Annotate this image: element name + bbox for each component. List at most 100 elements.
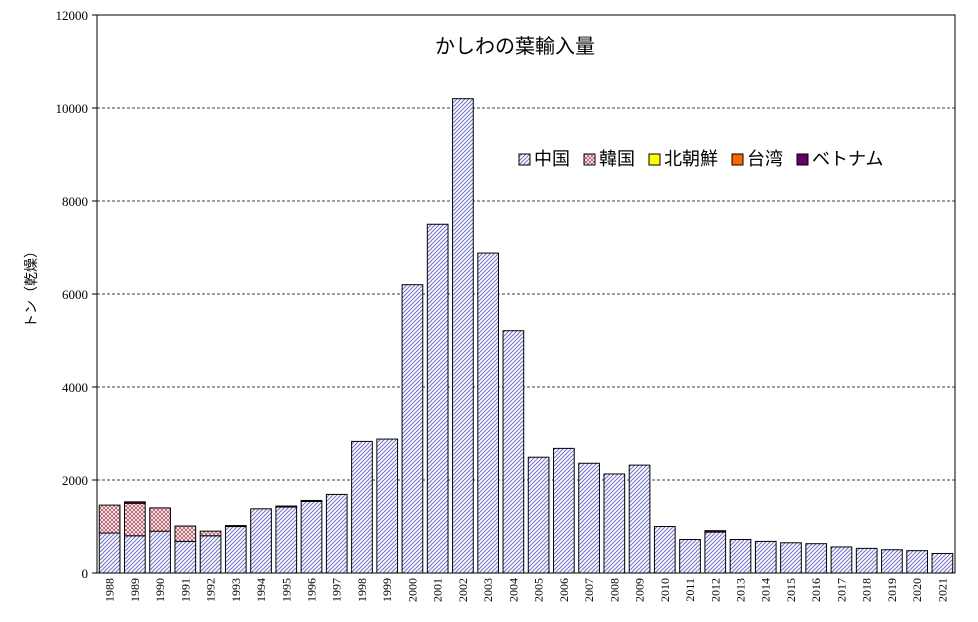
bar-中国-2008 [603, 473, 626, 574]
x-tick-label: 1997 [330, 578, 344, 602]
bar-中国-1988 [98, 532, 121, 574]
bar-韓国-1996 [300, 499, 323, 502]
y-tick-label: 4000 [62, 380, 88, 395]
bar-中国-2009 [628, 464, 651, 574]
bar-中国-1996 [300, 500, 323, 574]
x-tick-label: 1993 [229, 578, 243, 602]
legend-swatch-韓国 [583, 153, 596, 166]
bar-中国-2004 [502, 330, 525, 574]
bar-韓国-1995 [275, 505, 298, 508]
x-tick-label: 2004 [506, 578, 520, 602]
x-tick-label: 1994 [254, 578, 268, 602]
y-tick-label: 6000 [62, 287, 88, 302]
bar-中国-2013 [729, 539, 752, 574]
x-tick-label: 1995 [279, 578, 293, 602]
x-tick-label: 2021 [935, 578, 949, 602]
bar-中国-2007 [578, 462, 600, 574]
bar-中国-2010 [653, 526, 676, 574]
bar-中国-2006 [553, 447, 575, 574]
bar-中国-2000 [401, 284, 424, 574]
x-tick-label: 2002 [456, 578, 470, 602]
x-tick-label: 1998 [355, 578, 369, 602]
y-tick-label: 8000 [62, 194, 88, 209]
bar-中国-2015 [780, 542, 802, 574]
x-tick-label: 1999 [380, 578, 394, 602]
plot-border [96, 14, 956, 574]
legend-label-中国: 中国 [534, 149, 570, 170]
bar-ベトナム-1989 [124, 501, 146, 504]
legend-swatch-中国 [518, 153, 531, 166]
bar-中国-1993 [224, 526, 247, 574]
bar-中国-2011 [679, 539, 701, 574]
y-tick-label: 0 [82, 566, 89, 581]
legend-label-韓国: 韓国 [599, 149, 635, 170]
x-tick-label: 2013 [734, 578, 748, 602]
x-tick-label: 2005 [532, 578, 546, 602]
x-tick-label: 2011 [683, 578, 697, 602]
gridlines [97, 107, 955, 481]
bar-中国-1997 [325, 493, 348, 574]
bar-中国-2002 [452, 98, 474, 574]
bar-中国-2018 [855, 547, 878, 574]
bar-中国-1990 [149, 530, 171, 574]
legend: 中国 韓国 北朝鮮 台湾 ベトナム [518, 149, 883, 170]
x-axis: 1988 1989 1990 1991 1992 1993 1994 1995 1996 1997… [103, 578, 950, 602]
x-tick-label: 2010 [658, 578, 672, 602]
bar-中国-1989 [124, 535, 146, 574]
bar-中国-1991 [174, 540, 197, 574]
x-tick-label: 2020 [910, 578, 924, 602]
bar-中国-2017 [830, 546, 853, 574]
legend-swatch-台湾 [731, 153, 744, 166]
x-tick-label: 2001 [431, 578, 445, 602]
x-tick-label: 1990 [153, 578, 167, 602]
bar-韓国-1992 [199, 530, 222, 537]
bar-韓国-1989 [124, 502, 146, 537]
bar-中国-1999 [376, 438, 399, 574]
x-tick-label: 1992 [204, 578, 218, 602]
bar-中国-2005 [527, 456, 550, 574]
legend-swatch-北朝鮮 [648, 153, 661, 166]
bar-中国-1994 [250, 508, 272, 574]
x-tick-label: 1991 [178, 578, 192, 602]
y-axis-label: トン（乾燥） [24, 244, 40, 328]
x-tick-label: 2019 [885, 578, 899, 602]
y-tick-label: 10000 [56, 101, 89, 116]
bar-韓国-1991 [174, 525, 197, 542]
bar-韓国-1988 [98, 504, 121, 534]
x-tick-label: 2000 [405, 578, 419, 602]
x-tick-label: 2014 [759, 578, 773, 602]
bar-中国-1998 [351, 440, 373, 574]
x-tick-label: 2008 [607, 578, 621, 602]
legend-label-台湾: 台湾 [747, 149, 783, 170]
x-tick-label: 2007 [582, 578, 596, 602]
x-tick-label: 2018 [860, 578, 874, 602]
bar-中国-2021 [931, 552, 954, 574]
x-tick-label: 1996 [305, 578, 319, 602]
x-tick-label: 1988 [103, 578, 117, 602]
bars [98, 98, 954, 574]
x-tick-label: 2015 [784, 578, 798, 602]
bar-中国-1992 [199, 535, 222, 574]
chart-title: かしわの葉輸入量 [435, 34, 595, 58]
bar-中国-2014 [754, 540, 777, 574]
bar-中国-1995 [275, 506, 298, 574]
bar-韓国-1993 [224, 525, 247, 528]
y-axis: 0 2000 4000 6000 8000 10000 12000 [56, 8, 97, 581]
bar-中国-2003 [477, 252, 499, 574]
plot-area [96, 14, 956, 574]
x-tick-label: 2009 [633, 578, 647, 602]
bar-韓国-1990 [149, 507, 171, 532]
x-tick-label: 1989 [128, 578, 142, 602]
bar-中国-2016 [805, 543, 828, 574]
legend-label-ベトナム: ベトナム [812, 149, 883, 170]
y-tick-label: 12000 [56, 8, 89, 23]
legend-swatch-ベトナム [796, 153, 809, 166]
bar-中国-2012 [704, 531, 727, 574]
bar-中国-2020 [906, 550, 928, 574]
legend-label-北朝鮮: 北朝鮮 [664, 149, 718, 170]
x-tick-label: 2003 [481, 578, 495, 602]
bar-中国-2019 [881, 549, 903, 574]
bar-ベトナム-2012 [704, 530, 727, 533]
x-tick-label: 2012 [708, 578, 722, 602]
